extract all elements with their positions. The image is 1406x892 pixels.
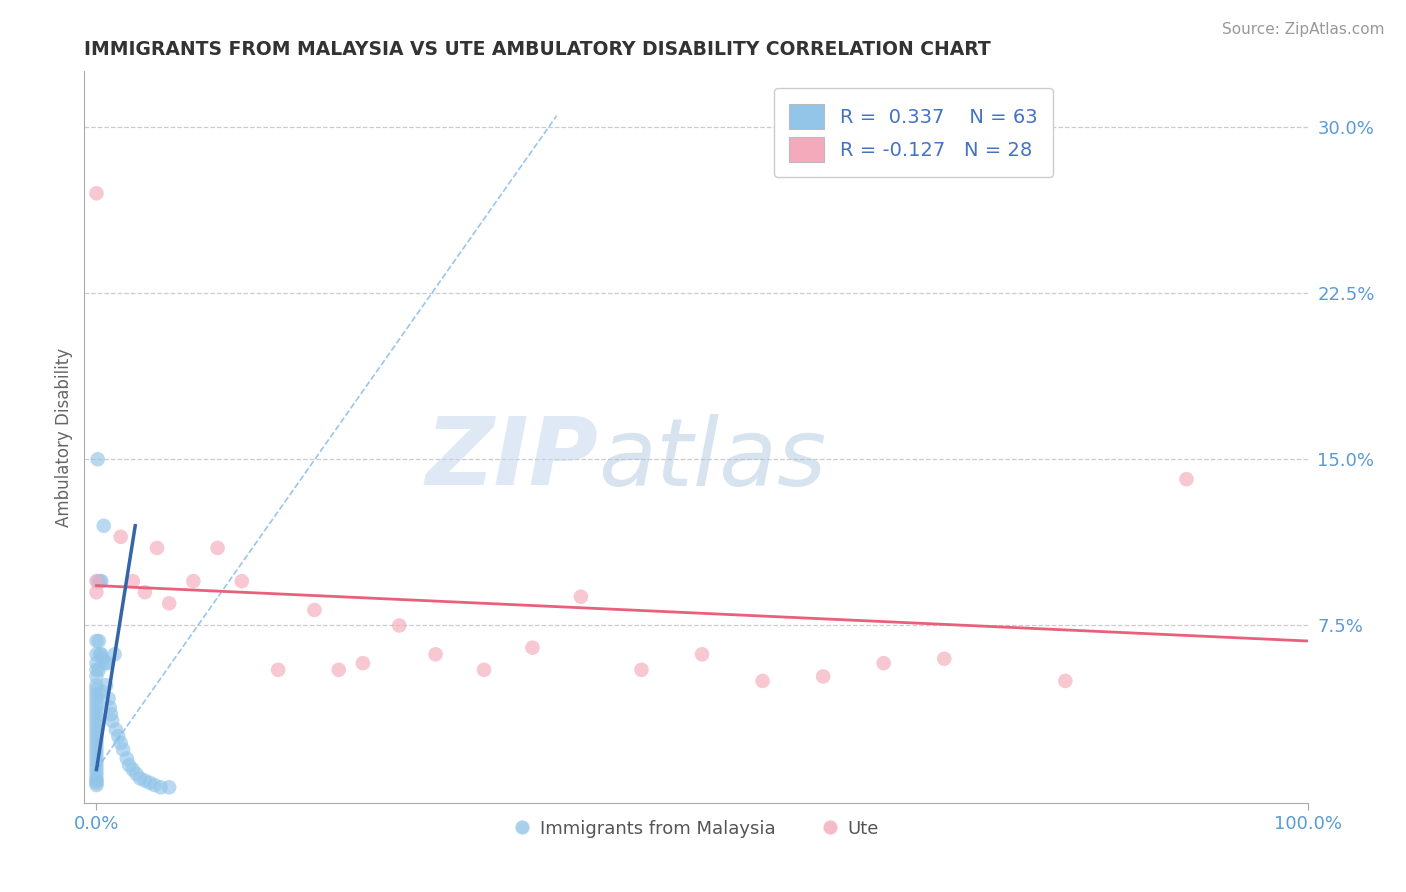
Point bbox=[86, 709, 108, 723]
Point bbox=[267, 663, 290, 677]
Point bbox=[86, 687, 108, 701]
Text: atlas: atlas bbox=[598, 414, 827, 505]
Point bbox=[86, 452, 108, 467]
Point bbox=[146, 541, 169, 555]
Point bbox=[425, 648, 447, 662]
Point bbox=[86, 700, 108, 714]
Point bbox=[304, 603, 326, 617]
Y-axis label: Ambulatory Disability: Ambulatory Disability bbox=[55, 348, 73, 526]
Point bbox=[86, 754, 108, 768]
Text: ZIP: ZIP bbox=[425, 413, 598, 505]
Point bbox=[86, 727, 108, 741]
Point bbox=[86, 691, 108, 706]
Point bbox=[231, 574, 253, 589]
Point bbox=[89, 574, 111, 589]
Point bbox=[143, 778, 166, 792]
Point bbox=[86, 773, 108, 788]
Point bbox=[751, 673, 773, 688]
Point bbox=[86, 669, 108, 683]
Point bbox=[104, 723, 127, 737]
Point bbox=[86, 678, 108, 692]
Point bbox=[115, 751, 138, 765]
Point bbox=[86, 585, 108, 599]
Point bbox=[86, 740, 108, 755]
Point bbox=[86, 731, 108, 746]
Text: Source: ZipAtlas.com: Source: ZipAtlas.com bbox=[1222, 22, 1385, 37]
Point bbox=[104, 648, 127, 662]
Point bbox=[86, 718, 108, 732]
Point bbox=[129, 772, 152, 786]
Point bbox=[569, 590, 592, 604]
Point bbox=[87, 634, 110, 648]
Point bbox=[934, 651, 956, 665]
Point bbox=[97, 691, 120, 706]
Point bbox=[157, 596, 180, 610]
Point bbox=[630, 663, 652, 677]
Point bbox=[873, 656, 896, 670]
Point bbox=[107, 729, 129, 743]
Point bbox=[89, 648, 111, 662]
Point bbox=[86, 772, 108, 786]
Point bbox=[86, 705, 108, 719]
Point bbox=[352, 656, 374, 670]
Point bbox=[121, 574, 143, 589]
Point bbox=[86, 634, 108, 648]
Point bbox=[86, 648, 108, 662]
Point bbox=[134, 585, 156, 599]
Point bbox=[96, 678, 118, 692]
Point bbox=[183, 574, 205, 589]
Point bbox=[86, 714, 108, 728]
Point bbox=[121, 763, 143, 777]
Point bbox=[157, 780, 180, 795]
Point bbox=[86, 778, 108, 792]
Point bbox=[91, 685, 114, 699]
Point bbox=[86, 723, 108, 737]
Point bbox=[86, 656, 108, 670]
Point bbox=[86, 736, 108, 750]
Point bbox=[811, 669, 834, 683]
Point bbox=[86, 663, 108, 677]
Point bbox=[522, 640, 544, 655]
Point bbox=[149, 780, 172, 795]
Point bbox=[87, 663, 110, 677]
Point bbox=[112, 742, 135, 756]
Point bbox=[86, 696, 108, 710]
Point bbox=[96, 656, 118, 670]
Point bbox=[86, 574, 108, 589]
Point bbox=[93, 518, 115, 533]
Point bbox=[1054, 673, 1077, 688]
Point bbox=[86, 745, 108, 759]
Point bbox=[118, 758, 141, 772]
Point bbox=[139, 776, 162, 790]
Point bbox=[86, 574, 108, 589]
Point bbox=[86, 767, 108, 781]
Point bbox=[86, 763, 108, 777]
Legend: Immigrants from Malaysia, Ute: Immigrants from Malaysia, Ute bbox=[506, 813, 886, 845]
Text: IMMIGRANTS FROM MALAYSIA VS UTE AMBULATORY DISABILITY CORRELATION CHART: IMMIGRANTS FROM MALAYSIA VS UTE AMBULATO… bbox=[84, 39, 991, 59]
Point bbox=[86, 749, 108, 764]
Point bbox=[100, 707, 122, 722]
Point bbox=[328, 663, 350, 677]
Point bbox=[207, 541, 229, 555]
Point bbox=[86, 682, 108, 697]
Point bbox=[98, 700, 121, 714]
Point bbox=[90, 648, 112, 662]
Point bbox=[472, 663, 495, 677]
Point bbox=[101, 714, 124, 728]
Point bbox=[690, 648, 713, 662]
Point bbox=[110, 736, 132, 750]
Point bbox=[94, 656, 117, 670]
Point bbox=[90, 574, 112, 589]
Point bbox=[86, 186, 108, 201]
Point bbox=[86, 776, 108, 790]
Point bbox=[86, 758, 108, 772]
Point bbox=[125, 767, 148, 781]
Point bbox=[388, 618, 411, 632]
Point bbox=[110, 530, 132, 544]
Point bbox=[1175, 472, 1198, 486]
Point bbox=[134, 773, 156, 788]
Point bbox=[91, 651, 114, 665]
